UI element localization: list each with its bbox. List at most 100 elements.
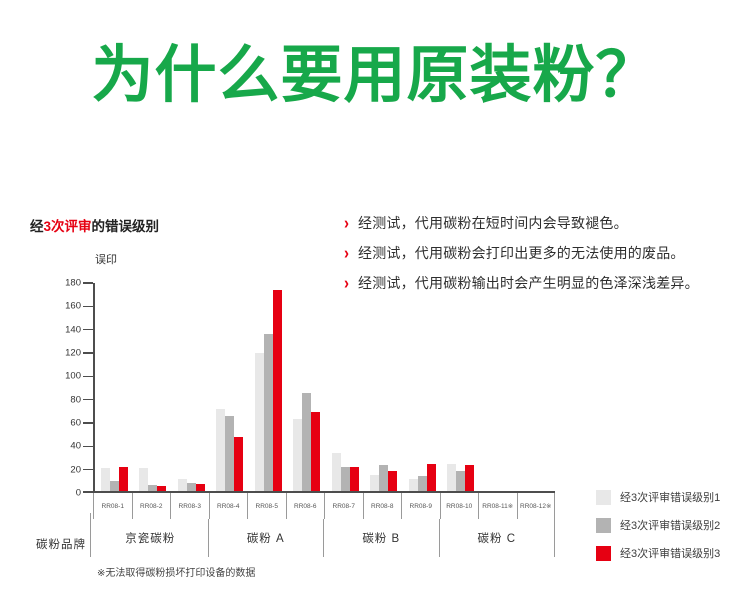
chevron-right-icon: › (344, 273, 349, 294)
bar-经3次评审错误级别3-RR08-8 (388, 471, 397, 491)
bar-经3次评审错误级别1-RR08-5 (254, 353, 264, 491)
page-title: 为什么要用原装粉？ (91, 41, 659, 110)
bar-经3次评审错误级别3-RR08-10 (465, 465, 474, 491)
y-axis-tick-label: 100 (65, 370, 81, 382)
category-axis-row: RR08-1 RR08-2 RR08-3 RR08-4 RR08-5 RR08-6 RR08… (93, 493, 555, 519)
y-axis-tick (83, 398, 93, 401)
bar-经3次评审错误级别1-RR08-7 (331, 452, 341, 491)
category-label: RR08-2 (140, 502, 163, 510)
bar-经3次评审错误级别1-RR08-8 (370, 474, 379, 491)
category-cell: RR08-5 (247, 493, 286, 519)
y-axis-tick (83, 282, 93, 284)
bullet-item: › 经测试，代用碳粉输出时会产生明显的色泽深浅差异。 (344, 273, 744, 294)
y-axis-title: 误印 (95, 254, 117, 266)
bullet-item: › 经测试，代用碳粉会打印出更多的无法使用的废品。 (344, 243, 744, 264)
y-axis-tick (83, 422, 93, 424)
bar-经3次评审错误级别2-RR08-4 (225, 416, 234, 491)
category-label: RR08-9 (409, 502, 432, 510)
y-axis-tick-label: 40 (70, 440, 81, 452)
category-label: RR08-11※ (482, 503, 514, 510)
bar-经3次评审错误级别2-RR08-1 (109, 480, 119, 491)
bar-经3次评审错误级别2-RR08-10 (456, 471, 465, 491)
brand-row-separator (90, 513, 91, 557)
bar-经3次评审错误级别2-RR08-2 (148, 485, 157, 491)
chevron-right-icon: › (344, 213, 349, 234)
bar-经3次评审错误级别3-RR08-5 (272, 290, 282, 491)
category-cell: RR08-2 (131, 493, 171, 519)
bar-经3次评审错误级别2-RR08-6 (302, 393, 311, 491)
chart-title-suffix: 的错误级别 (91, 219, 160, 234)
bar-经3次评审错误级别1-RR08-10 (447, 464, 456, 491)
bar-chart-plot-area: 0 20 40 60 80 100 120 140 160 180 (65, 278, 555, 499)
brand-band-row: 京瓷碳粉 碳粉 A 碳粉 B 碳粉 C (93, 519, 555, 557)
bullet-text: 经测试，代用碳粉输出时会产生明显的色泽深浅差异。 (358, 275, 699, 291)
category-cell: RR08-3 (170, 493, 209, 519)
y-axis-tick-label: 160 (65, 300, 81, 312)
bar-经3次评审错误级别3-RR08-9 (426, 464, 436, 491)
category-label: RR08-10 (446, 502, 473, 510)
category-cell: RR08-10 (439, 493, 479, 519)
category-cell: RR08-11※ (478, 493, 517, 519)
legend-item: 经3次评审错误级别3 (596, 545, 720, 561)
category-label: RR08-1 (101, 502, 124, 510)
category-cell: RR08-9 (401, 493, 440, 519)
y-axis-tick (83, 375, 93, 378)
bar-经3次评审错误级别3-RR08-3 (195, 484, 205, 491)
legend-label: 经3次评审错误级别3 (620, 548, 721, 560)
y-axis-tick (83, 445, 93, 448)
chart-title-highlight: 3次评审 (43, 219, 92, 234)
brand-label: 碳粉 B (362, 533, 401, 545)
y-axis-tick (83, 305, 93, 308)
legend-swatch (596, 517, 611, 533)
bar-经3次评审错误级别1-RR08-4 (216, 409, 225, 491)
chevron-right-icon: › (344, 243, 349, 264)
legend-swatch (596, 545, 611, 561)
category-cell: RR08-7 (324, 493, 363, 519)
bullet-item: › 经测试，代用碳粉在短时间内会导致褪色。 (344, 213, 744, 234)
y-axis-tick (83, 328, 93, 331)
bar-经3次评审错误级别1-RR08-3 (177, 479, 187, 491)
y-axis-tick (83, 352, 93, 354)
y-axis-tick-label: 180 (65, 277, 81, 289)
category-cell: RR08-4 (208, 493, 248, 519)
bar-经3次评审错误级别1-RR08-1 (100, 467, 110, 491)
bar-经3次评审错误级别1-RR08-2 (139, 467, 148, 491)
chart-title: 经3次评审的错误级别 (30, 215, 159, 235)
category-label: RR08-3 (178, 502, 201, 510)
category-label: RR08-8 (371, 502, 394, 510)
brand-label: 碳粉 C (477, 533, 516, 545)
y-axis-tick-label: 60 (70, 417, 81, 429)
legend-label: 经3次评审错误级别1 (620, 492, 721, 504)
bullet-list: › 经测试，代用碳粉在短时间内会导致褪色。 › 经测试，代用碳粉会打印出更多的无法使用… (344, 214, 744, 304)
x-axis-baseline-extension (83, 491, 95, 493)
bar-经3次评审错误级别1-RR08-6 (293, 418, 302, 491)
chart-legend: 经3次评审错误级别1 经3次评审错误级别2 经3次评审错误级别3 (596, 489, 720, 573)
bullet-text: 经测试，代用碳粉会打印出更多的无法使用的废品。 (358, 245, 685, 261)
y-axis-tick-label: 20 (70, 464, 81, 476)
brand-band: 碳粉 B (324, 519, 440, 557)
legend-item: 经3次评审错误级别2 (596, 517, 720, 533)
category-label: RR08-5 (255, 502, 278, 510)
category-cell: RR08-6 (285, 493, 325, 519)
bar-经3次评审错误级别2-RR08-7 (340, 466, 350, 491)
brand-label: 碳粉 A (246, 533, 285, 545)
y-axis-tick-label: 0 (75, 487, 81, 499)
bar-经3次评审错误级别2-RR08-8 (379, 465, 388, 491)
legend-swatch (596, 489, 611, 505)
category-label: RR08-6 (294, 502, 317, 510)
bar-经3次评审错误级别1-RR08-9 (408, 479, 418, 491)
y-axis-tick (83, 468, 93, 471)
brand-row-label: 碳粉品牌 (36, 539, 86, 551)
brand-band: 京瓷碳粉 (93, 519, 209, 557)
brand-label: 京瓷碳粉 (125, 533, 176, 545)
bar-经3次评审错误级别3-RR08-1 (118, 466, 128, 491)
bar-经3次评审错误级别3-RR08-6 (311, 411, 320, 491)
category-cell: RR08-1 (93, 493, 132, 519)
bar-经3次评审错误级别2-RR08-9 (417, 475, 427, 491)
brand-band: 碳粉 C (440, 519, 555, 557)
chart-footnote: ※无法取得碳粉损坏打印设备的数据 (97, 568, 256, 579)
legend-item: 经3次评审错误级别1 (596, 489, 720, 505)
y-axis-tick-label: 140 (65, 324, 81, 336)
category-label: RR08-7 (332, 502, 355, 510)
